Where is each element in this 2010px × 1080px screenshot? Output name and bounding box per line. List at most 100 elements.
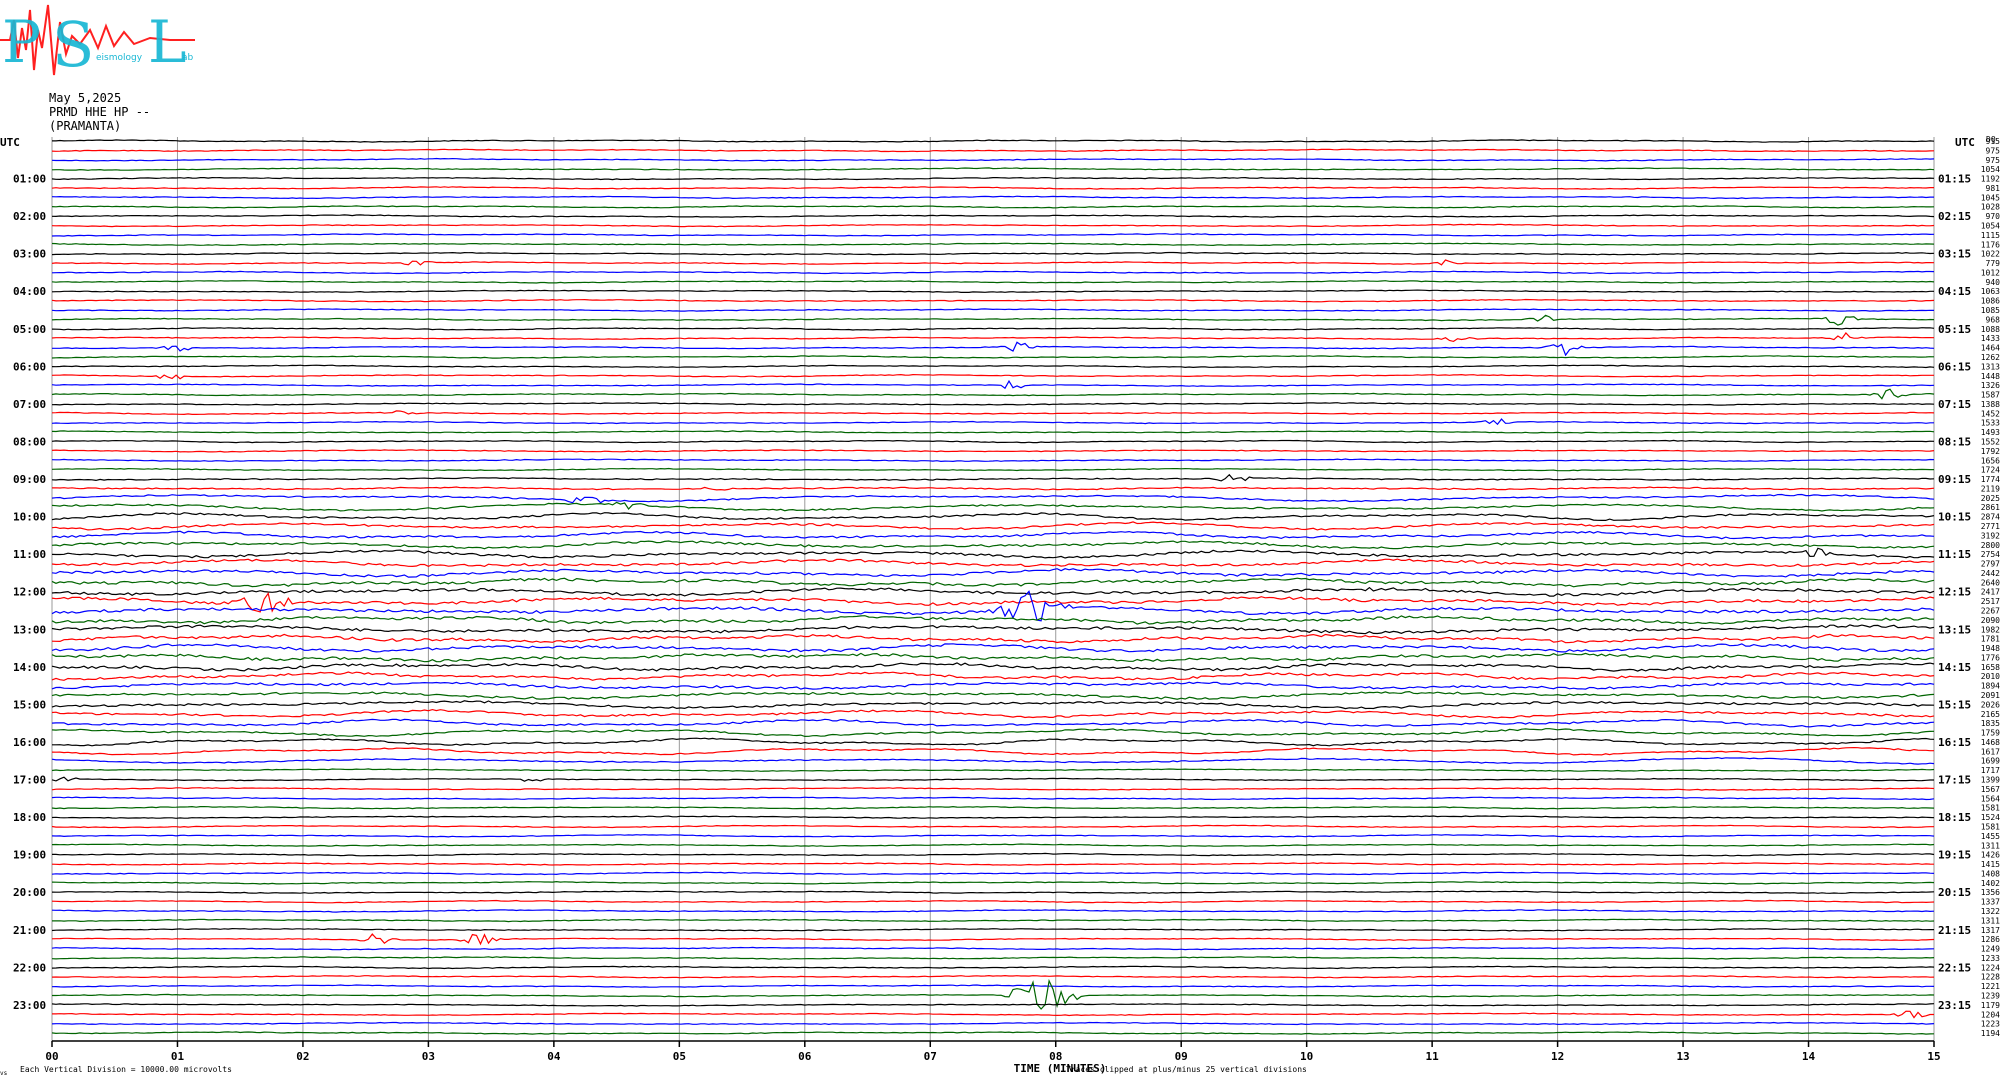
left-hour-label: 05:00 [13,323,46,336]
trace-dq-value: 981 [1986,184,2001,193]
station-site: (PRAMANTA) [49,119,122,133]
trace-dq-value: 1894 [1981,682,2000,691]
seismic-trace [51,327,1935,331]
seismic-trace [51,167,1935,171]
seismic-trace [51,486,1935,491]
trace-dq-value: 1658 [1981,663,2000,672]
seismic-trace [51,974,1935,979]
left-hour-label: 14:00 [13,661,46,674]
trace-dq-value: 1656 [1981,456,2000,465]
right-hour-label: 03:15 [1938,248,1971,261]
trace-dq-value: 3192 [1981,531,2000,540]
trace-dq-value: 1224 [1981,963,2000,972]
left-hour-label: 11:00 [13,548,46,561]
seismic-trace [51,379,1935,390]
seismic-trace [51,314,1935,326]
seismic-trace [51,787,1935,791]
trace-dq-value: 2165 [1981,710,2000,719]
logo-letter-p: P [2,8,41,76]
trace-dq-value: 1179 [1981,1001,2000,1010]
trace-dq-value: 2119 [1981,484,2000,493]
trace-dq-value: 2442 [1981,569,2000,578]
seismic-trace [51,1003,1935,1007]
trace-dq-value: 1228 [1981,973,2000,982]
seismic-trace [51,586,1935,597]
trace-dq-value: 1717 [1981,766,2000,775]
trace-dq-value: 1617 [1981,747,2000,756]
trace-dq-value: 2010 [1981,672,2000,681]
trace-dq-value: 970 [1986,212,2001,221]
trace-dq-value: 1581 [1981,804,2000,813]
trace-dq-value: 1792 [1981,447,2000,456]
seismic-trace [52,341,1935,357]
trace-dq-value: 1249 [1981,945,2000,954]
seismic-trace [51,890,1935,894]
trace-dq-value: 779 [1986,259,2001,268]
seismic-trace [51,521,1935,531]
seismic-trace [51,223,1935,228]
right-hour-label: 01:15 [1938,173,1971,186]
trace-dq-value: 2025 [1981,494,2000,503]
trace-dq-value: 2800 [1981,541,2000,550]
clip-note: Traces clipped at plus/minus 25 vertical… [1066,1065,1307,1074]
trace-dq-value: 1774 [1981,475,2000,484]
seismic-trace [51,824,1934,829]
seismic-trace [51,746,1934,756]
trace-dq-value: 2861 [1981,503,2000,512]
x-tick-label: 02 [296,1050,309,1063]
trace-dq-value: 1088 [1981,325,2000,334]
seismic-trace [51,186,1934,190]
seismic-trace [51,364,1935,369]
x-tick-label: 14 [1802,1050,1816,1063]
left-hour-label: 20:00 [13,886,46,899]
trace-dq-value: 975 [1986,146,2001,155]
right-hour-label: 05:15 [1938,323,1971,336]
trace-dq-value: 1204 [1981,1010,2000,1019]
seismic-trace [51,148,1935,153]
seismic-trace [51,449,1935,453]
left-hour-label: 21:00 [13,924,46,937]
seismic-trace [51,298,1935,303]
trace-dq-value: 1415 [1981,860,2000,869]
seismic-trace [51,776,1934,782]
seismic-trace [51,540,1935,550]
x-tick-label: 01 [171,1050,185,1063]
seismic-trace [51,591,1935,613]
left-hour-label: 15:00 [13,698,46,711]
right-utc-label: UTC [1955,136,1975,149]
seismic-trace [51,530,1935,540]
trace-dq-value: 1464 [1981,344,2000,353]
seismic-trace [51,909,1935,913]
seismic-trace [51,547,1935,559]
trace-dq-value: 1311 [1981,841,2000,850]
seismic-trace [51,815,1935,819]
trace-dq-value: 1313 [1981,362,2000,371]
trace-dq-value: 1012 [1981,268,2000,277]
seismic-trace [52,918,1935,923]
trace-dq-value: 1759 [1981,729,2000,738]
seismic-trace [51,662,1935,672]
seismic-trace [51,458,1935,463]
trace-dq-value: 1564 [1981,794,2000,803]
right-hour-label: 08:15 [1938,435,1971,448]
left-hour-label: 13:00 [13,623,46,636]
trace-dq-value: 1567 [1981,785,2000,794]
trace-dq-value: 2517 [1981,597,2000,606]
seismic-trace [51,355,1935,359]
seismic-trace [51,862,1935,866]
trace-dq-value: 2267 [1981,607,2000,616]
trace-dq-value: 1176 [1981,240,2000,249]
trace-dq-value: 2797 [1981,560,2000,569]
trace-dq-value: 1781 [1981,635,2000,644]
left-hour-label: 04:00 [13,285,46,298]
corner-mark: vs [0,1070,8,1077]
trace-dq-value: 1581 [1981,822,2000,831]
seismic-trace [51,805,1935,810]
seismic-trace [51,1031,1935,1035]
trace-dq-value: 1322 [1981,907,2000,916]
seismic-trace [51,756,1935,765]
trace-dq-value: 1262 [1981,353,2000,362]
left-hour-label: 17:00 [13,774,46,787]
seismic-trace [51,984,1935,988]
